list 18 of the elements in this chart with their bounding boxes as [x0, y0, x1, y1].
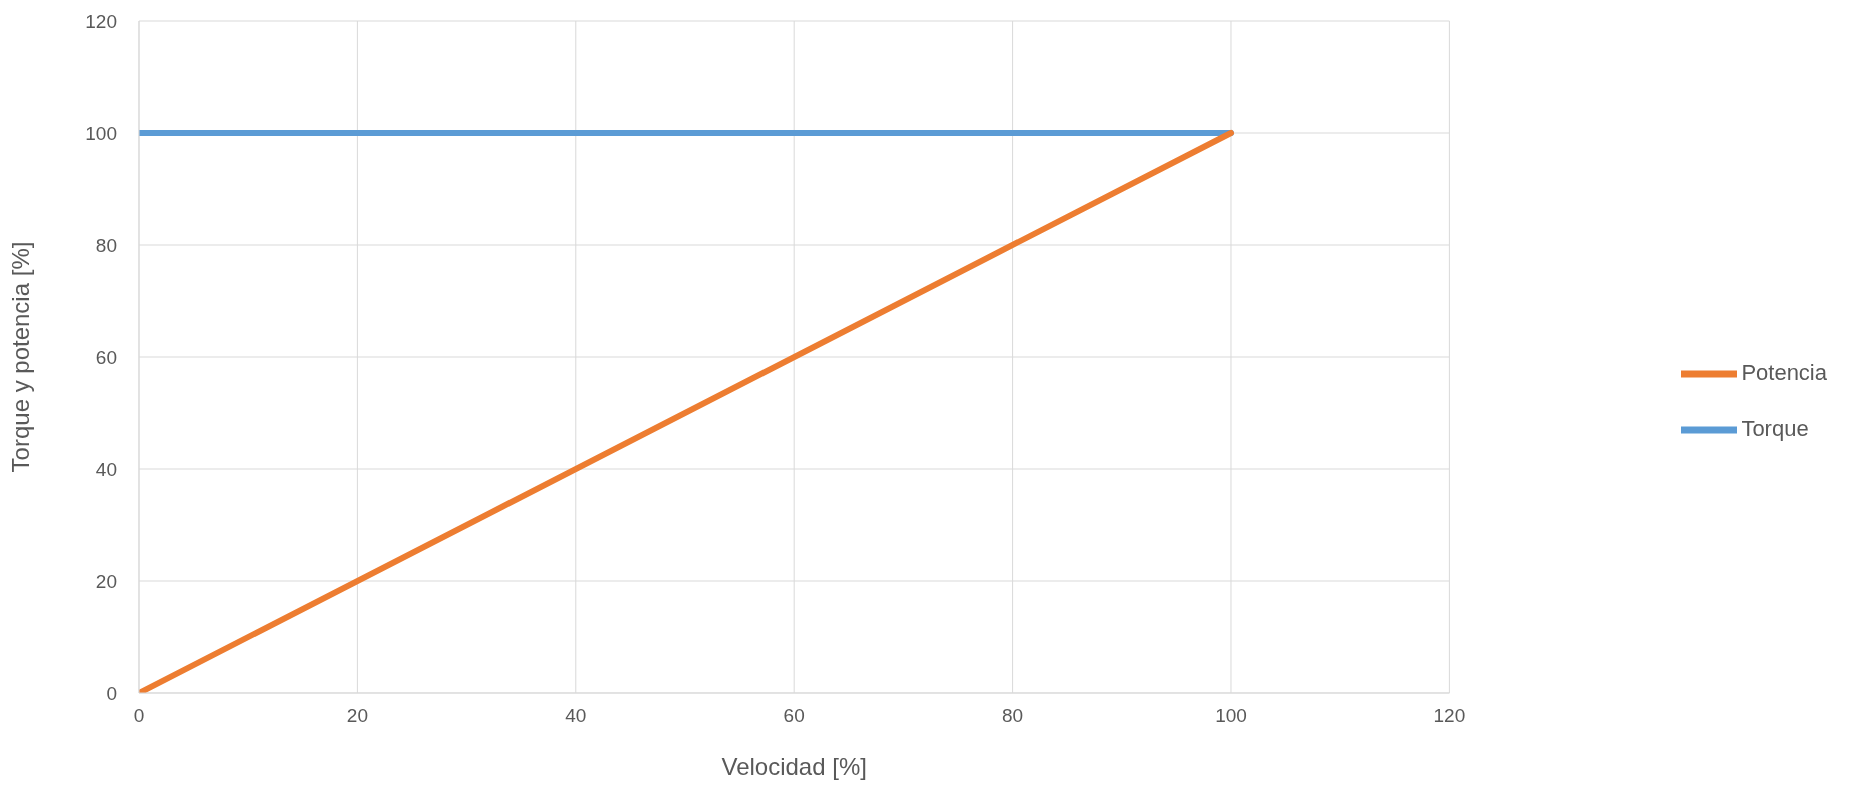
legend-label: Potencia	[1741, 359, 1827, 385]
x-tick-label: 60	[783, 705, 805, 727]
y-tick-label: 120	[85, 10, 117, 32]
y-tick-label: 80	[95, 234, 117, 256]
x-tick-label: 100	[1215, 705, 1247, 727]
y-axis-title: Torque y potencia [%]	[6, 241, 34, 473]
x-tick-label: 20	[346, 705, 368, 727]
y-tick-label: 40	[95, 458, 117, 480]
x-tick-label: 120	[1433, 705, 1466, 727]
legend-label: Torque	[1741, 415, 1809, 441]
x-tick-label: 40	[565, 705, 587, 727]
y-tick-label: 20	[95, 570, 117, 592]
y-tick-label: 0	[106, 682, 117, 704]
x-tick-label: 80	[1002, 705, 1024, 727]
y-tick-label: 60	[95, 346, 117, 368]
x-axis-title: Velocidad [%]	[721, 753, 867, 780]
y-tick-label: 100	[85, 122, 117, 144]
x-tick-label: 0	[133, 705, 145, 727]
